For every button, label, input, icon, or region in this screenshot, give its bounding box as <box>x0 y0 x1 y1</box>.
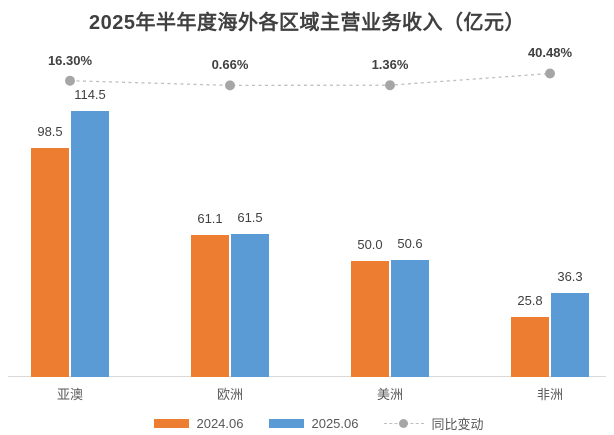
category-label-3: 美洲 <box>376 387 403 402</box>
bar-value-label: 98.5 <box>37 124 63 139</box>
bar-2025-06-3 <box>391 260 429 377</box>
yoy-line <box>69 72 551 87</box>
category-label-4: 非洲 <box>536 387 563 402</box>
bar-value-label: 50.6 <box>397 236 423 251</box>
yoy-value-label: 0.66% <box>211 57 249 73</box>
bar-value-label: 114.5 <box>74 87 106 102</box>
bar-value-label: 25.8 <box>517 293 543 308</box>
category-label-1: 亚澳 <box>56 387 83 402</box>
chart-title: 2025年半年度海外各区域主营业务收入（亿元） <box>89 12 525 34</box>
bar-2025-06-2 <box>231 234 269 377</box>
bar-2024-06-1 <box>31 148 69 377</box>
yoy-value-label: 1.36% <box>371 57 409 73</box>
bar-value-label: 61.5 <box>237 210 263 225</box>
yoy-line-marker <box>385 80 395 91</box>
bar-value-label: 61.1 <box>197 211 223 226</box>
category-label-2: 欧洲 <box>216 387 243 402</box>
legend-dashed-line-marker-icon <box>384 419 425 429</box>
yoy-value-label: 16.30% <box>47 52 93 68</box>
legend-item-2025-06: 2025.06 <box>269 416 358 431</box>
bar-2024-06-2 <box>191 235 229 377</box>
yoy-line-marker <box>65 75 75 86</box>
legend-item-2024-06: 2024.06 <box>154 416 243 431</box>
bar-value-label: 36.3 <box>557 269 583 284</box>
bar-2024-06-3 <box>351 261 389 377</box>
yoy-line-marker <box>225 80 235 91</box>
bar-2025-06-4 <box>551 293 589 377</box>
x-axis-line <box>8 376 606 377</box>
legend-swatch-2024-06-icon <box>154 419 190 428</box>
bar-value-label: 50.0 <box>357 237 383 252</box>
yoy-value-label: 40.48% <box>527 45 573 61</box>
legend: 2024.06 2025.06 同比变动 <box>12 414 614 433</box>
legend-swatch-2025-06-icon <box>269 419 305 428</box>
legend-label-yoy: 同比变动 <box>431 417 484 432</box>
bar-2025-06-1 <box>71 111 109 377</box>
legend-label-2024-06: 2024.06 <box>196 416 244 431</box>
yoy-line-marker <box>545 68 555 79</box>
bar-2024-06-4 <box>511 317 549 377</box>
legend-item-yoy: 同比变动 <box>384 414 484 433</box>
legend-label-2025-06: 2025.06 <box>311 416 359 431</box>
